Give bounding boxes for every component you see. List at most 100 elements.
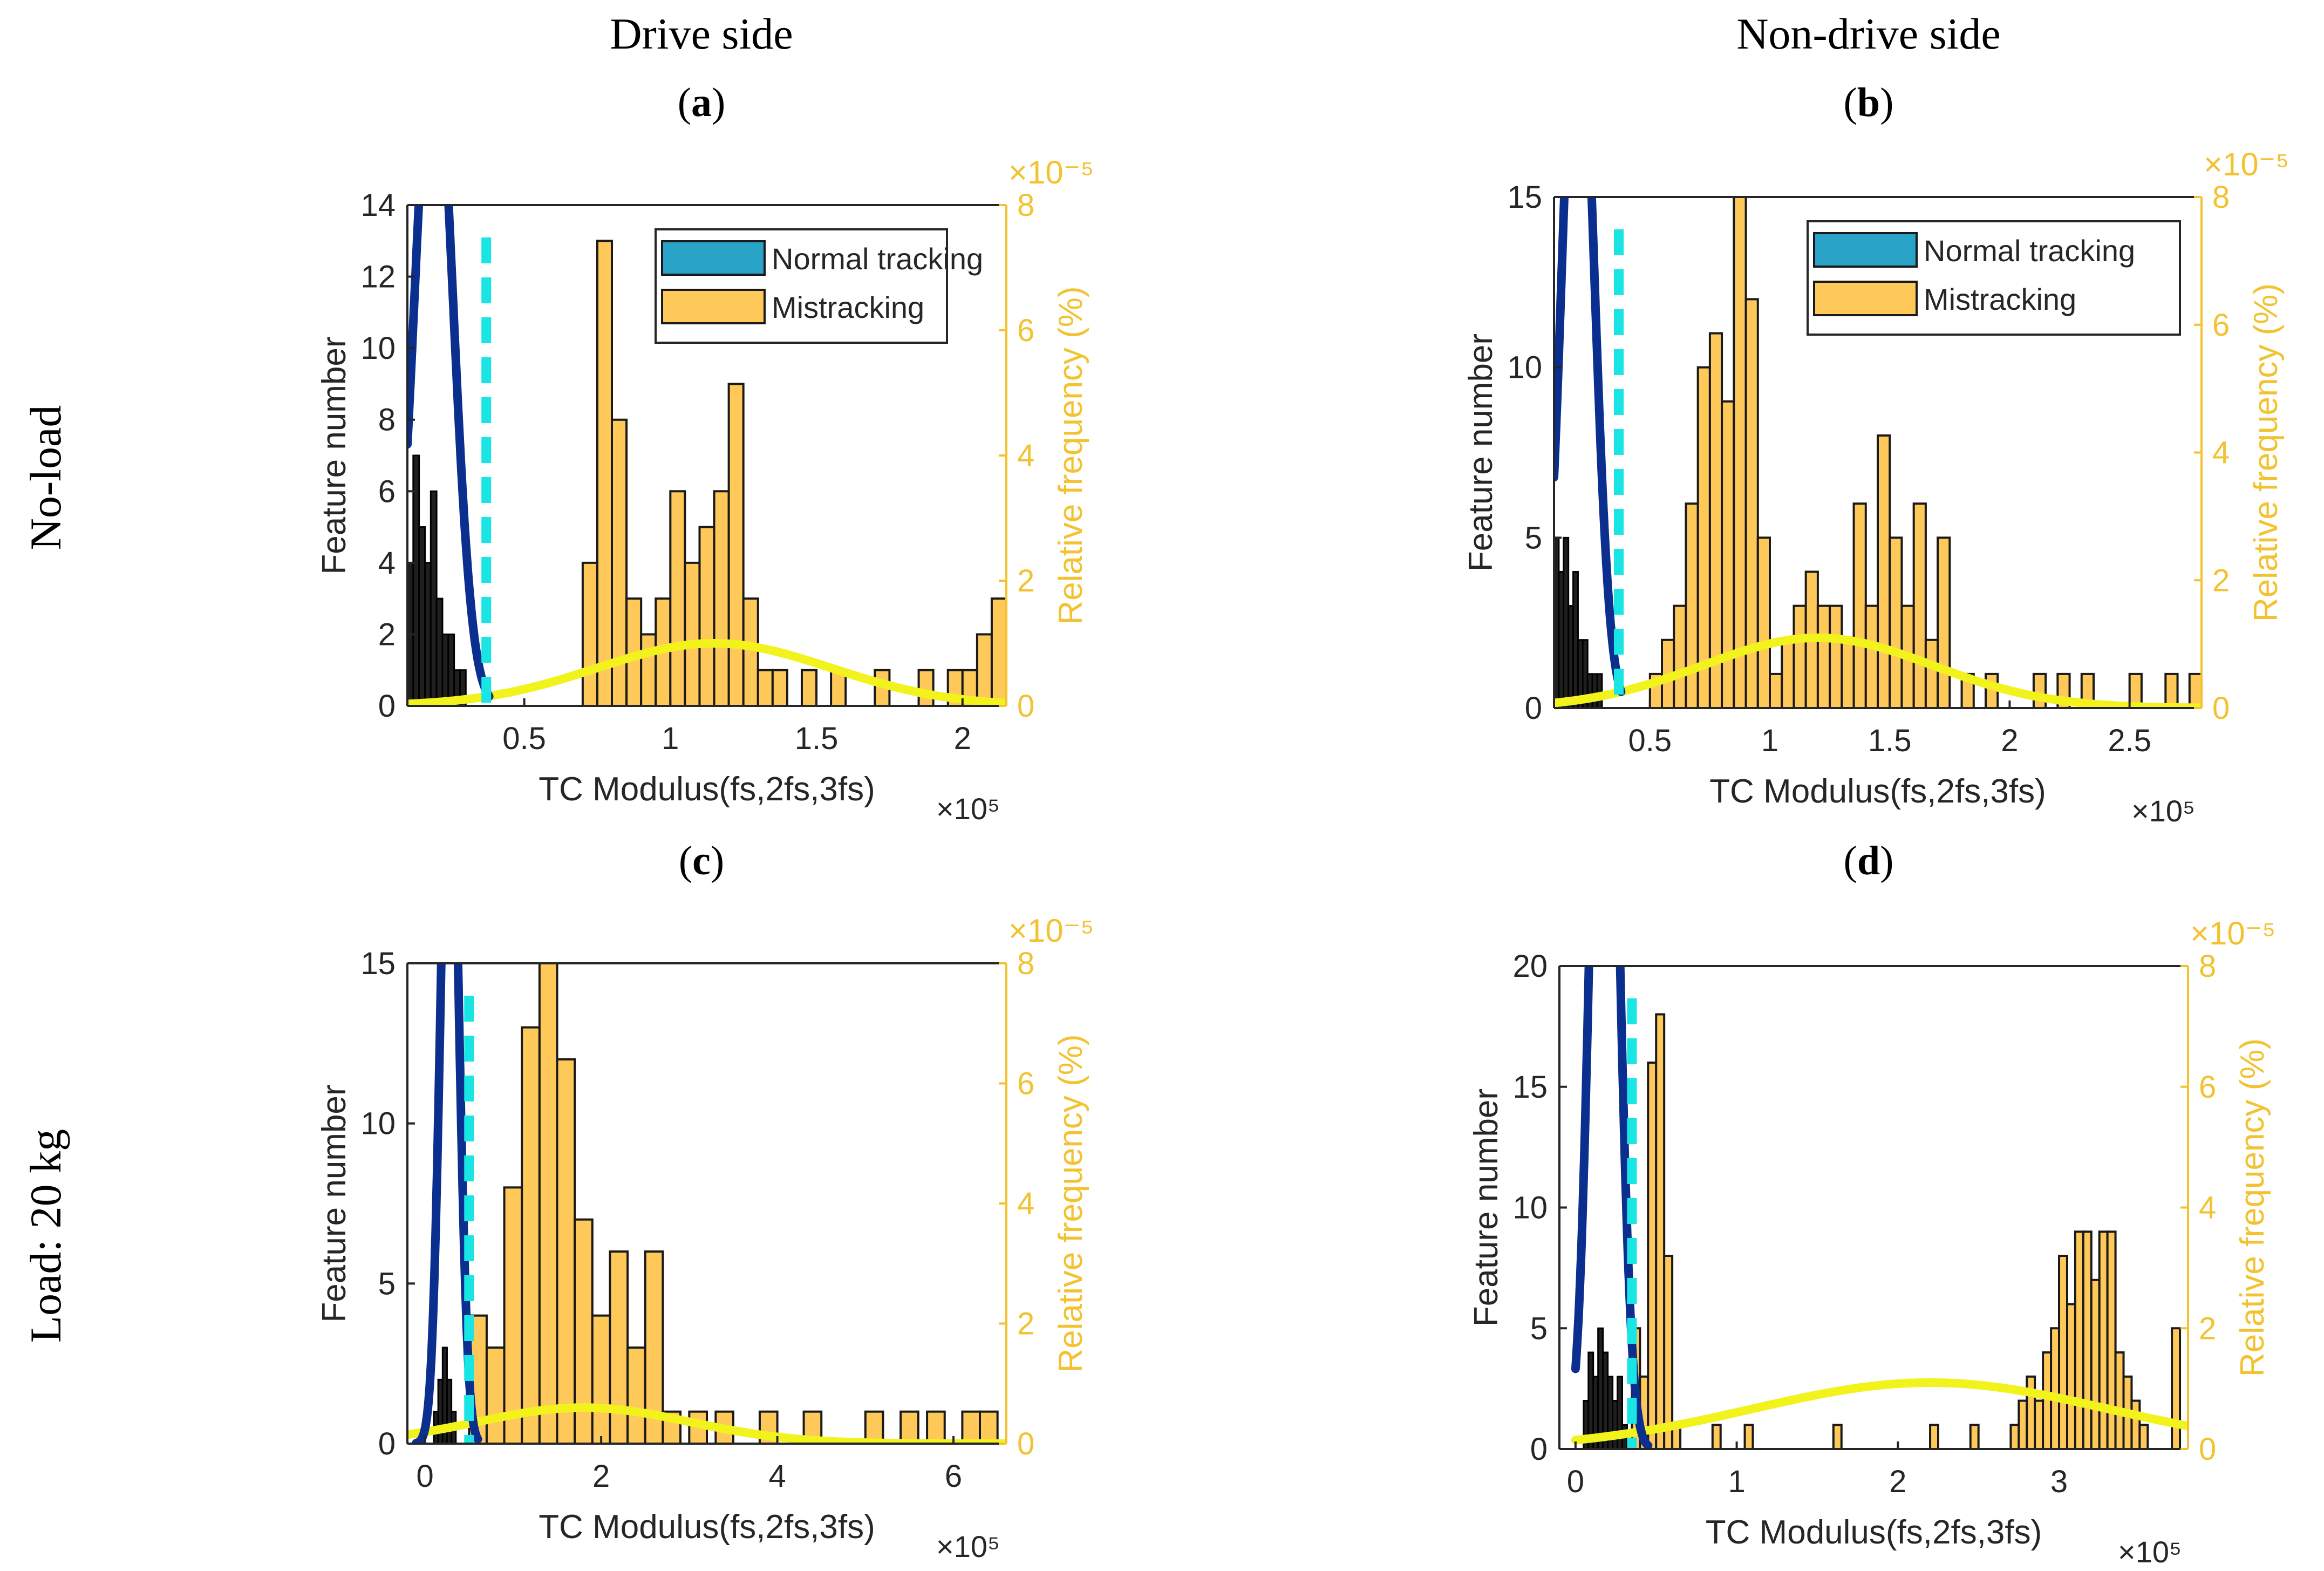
legend-label-mistracking: Mistracking [772,290,924,324]
mistracking-bar [669,490,686,706]
y-tick-label: 0 [378,689,396,724]
right-y-tick-label: 8 [2199,949,2216,984]
panel-letter-a: (a) [678,80,726,125]
y-tick-label: 14 [360,188,396,223]
x-tick-label: 2.5 [2108,723,2151,758]
mistracking-density-curve [1571,1378,2188,1445]
mistracking-bar [640,633,657,706]
mistracking-bar [1829,604,1843,708]
mistracking-density-curve [407,639,1006,706]
mistracking-bar [1816,604,1831,708]
mistracking-bar [771,669,788,706]
right-y-tick-label: 4 [1017,438,1034,473]
mistracking-bar [2106,1230,2117,1449]
right-y-tick-label: 8 [1017,188,1034,223]
row-title-load-20kg: Load: 20 kg [21,1129,70,1343]
y-tick-label: 12 [360,260,396,295]
y-tick-label: 0 [1530,1432,1548,1467]
y-tick-label: 10 [360,331,396,366]
right-y-tick-label: 2 [1017,563,1034,599]
mistracking-bar [1793,604,1807,708]
mistracking-bar [2009,1424,2020,1449]
mistracking-bar [581,561,598,706]
normal-tracking-bar [430,490,438,706]
mistracking-bar [1852,502,1867,708]
mistracking-bar [2128,672,2143,708]
column-title-drive-side: Drive side [610,9,793,58]
mistracking-bar [2050,1327,2061,1449]
mistracking-bar [1744,298,1759,708]
normal-tracking-bar [418,526,426,706]
y-tick-label: 8 [378,403,396,438]
normal-tracking-bar [441,633,449,706]
mistracking-bar [2090,1278,2101,1449]
mistracking-bar [556,1058,576,1444]
right-y-axis-label: Relative frequency (%) [2234,1038,2271,1377]
legend: Normal tracking Mistracking [655,228,983,344]
right-y-tick-label: 4 [2199,1191,2216,1226]
svg-text:(a): (a) [678,80,726,125]
legend-label-mistracking: Mistracking [1924,282,2076,316]
y-tick-label: 4 [378,546,396,581]
y-tick-label: 2 [378,617,396,652]
normal-tracking-bar [1617,1376,1624,1449]
mistracking-bar [1969,1424,1980,1449]
mistracking-bar [2066,1303,2076,1449]
mistracking-bar [979,1410,999,1444]
x-tick-label: 2 [592,1459,610,1494]
right-y-tick-label: 8 [1017,946,1034,981]
right-y-tick-label: 2 [2199,1311,2216,1346]
mistracking-bar [757,669,774,706]
row-title-no-load: No-load [21,405,70,550]
mistracking-bar [626,1346,646,1444]
svg-text:(d): (d) [1844,838,1894,883]
mistracking-bar [1711,1424,1722,1449]
x-axis-label: TC Modulus(fs,2fs,3fs) [539,1508,875,1546]
right-axis-exponent: ×10⁻⁵ [1008,154,1094,191]
mistracking-bar [1708,332,1723,708]
right-y-tick-label: 6 [1017,1066,1034,1101]
right-y-tick-label: 2 [2212,563,2230,598]
mistracking-density-curve [1554,633,2202,708]
right-y-tick-label: 6 [2212,308,2230,343]
mistracking-bar [926,1410,946,1444]
mistracking-bar [1733,197,1747,708]
x-tick-label: 0 [417,1459,434,1494]
right-y-tick-label: 6 [2199,1070,2216,1105]
mistracking-bar [2074,1230,2084,1449]
right-y-tick-label: 0 [2199,1432,2216,1467]
y-tick-label: 20 [1512,949,1548,984]
mistracking-bar [1864,604,1879,708]
mistracking-bar [2042,1351,2053,1449]
x-tick-label: 1 [1728,1464,1745,1499]
mistracking-bar [1877,434,1891,708]
mistracking-bar [2034,1399,2044,1449]
column-title-non-drive-side: Non-drive side [1736,9,2001,58]
right-axis-exponent: ×10⁻⁵ [2204,146,2289,182]
panel-letter-d: (d) [1844,838,1894,883]
x-axis-label: TC Modulus(fs,2fs,3fs) [1706,1514,2042,1551]
mistracking-bar [2188,672,2202,708]
normal-tracking-density-curve [407,205,494,701]
y-tick-label: 5 [1525,520,1542,555]
y-tick-label: 10 [1512,1191,1548,1226]
mistracking-bar [742,597,759,706]
mistracking-bar [2018,1399,2028,1449]
mistracking-bar [596,240,614,706]
right-y-tick-label: 2 [1017,1307,1034,1342]
x-tick-label: 0 [1567,1464,1584,1499]
mistracking-bar [1832,1424,1843,1449]
x-tick-label: 3 [2050,1464,2068,1499]
mistracking-bar [2058,1255,2068,1449]
y-tick-label: 0 [378,1426,396,1461]
mistracking-bar [1841,638,1855,708]
x-axis-exponent: ×10⁵ [936,1529,1000,1563]
mistracking-bar [727,383,745,706]
x-tick-label: 2 [2001,723,2018,758]
x-tick-label: 2 [1889,1464,1906,1499]
y-axis-label: Feature number [1462,334,1500,572]
right-y-tick-label: 4 [1017,1186,1034,1221]
mistracking-bar [1924,638,1939,708]
right-y-tick-label: 0 [2212,691,2230,726]
